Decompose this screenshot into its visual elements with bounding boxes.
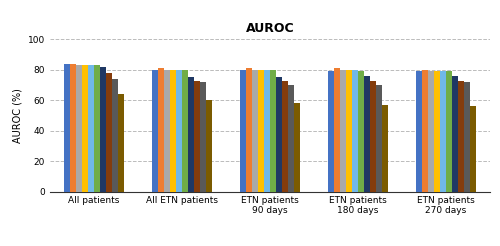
Bar <box>376 85 382 192</box>
Bar <box>358 71 364 192</box>
Bar <box>276 77 282 192</box>
Bar <box>206 100 212 192</box>
Bar <box>364 76 370 192</box>
Bar <box>112 79 118 192</box>
Bar <box>200 82 206 192</box>
Bar <box>264 70 270 192</box>
Bar <box>94 65 100 192</box>
Bar <box>470 107 476 192</box>
Bar <box>182 70 188 192</box>
Bar <box>440 71 446 192</box>
Bar <box>118 94 124 192</box>
Bar <box>352 70 358 192</box>
Bar <box>76 65 82 192</box>
Bar <box>340 70 346 192</box>
Bar <box>194 80 200 192</box>
Bar <box>446 71 452 192</box>
Bar <box>458 80 464 192</box>
Bar <box>246 68 252 192</box>
Bar <box>452 76 458 192</box>
Y-axis label: AUROC (%): AUROC (%) <box>12 88 22 143</box>
Bar <box>240 70 246 192</box>
Bar <box>382 105 388 192</box>
Title: AUROC: AUROC <box>246 22 294 35</box>
Bar <box>346 70 352 192</box>
Bar <box>100 67 106 192</box>
Bar <box>188 77 194 192</box>
Bar <box>164 70 170 192</box>
Bar <box>258 70 264 192</box>
Bar <box>176 70 182 192</box>
Bar <box>334 68 340 192</box>
Bar <box>288 85 294 192</box>
Bar <box>88 65 94 192</box>
Bar <box>328 71 334 192</box>
Bar <box>252 70 258 192</box>
Bar <box>422 70 428 192</box>
Bar <box>82 65 88 192</box>
Bar <box>464 82 470 192</box>
Bar <box>170 70 176 192</box>
Bar <box>434 71 440 192</box>
Bar <box>428 71 434 192</box>
Bar <box>270 70 276 192</box>
Bar <box>370 80 376 192</box>
Bar <box>294 103 300 192</box>
Bar <box>282 80 288 192</box>
Bar <box>416 71 422 192</box>
Bar <box>106 73 112 192</box>
Bar <box>64 64 70 192</box>
Bar <box>158 68 164 192</box>
Bar <box>70 64 76 192</box>
Bar <box>152 70 158 192</box>
